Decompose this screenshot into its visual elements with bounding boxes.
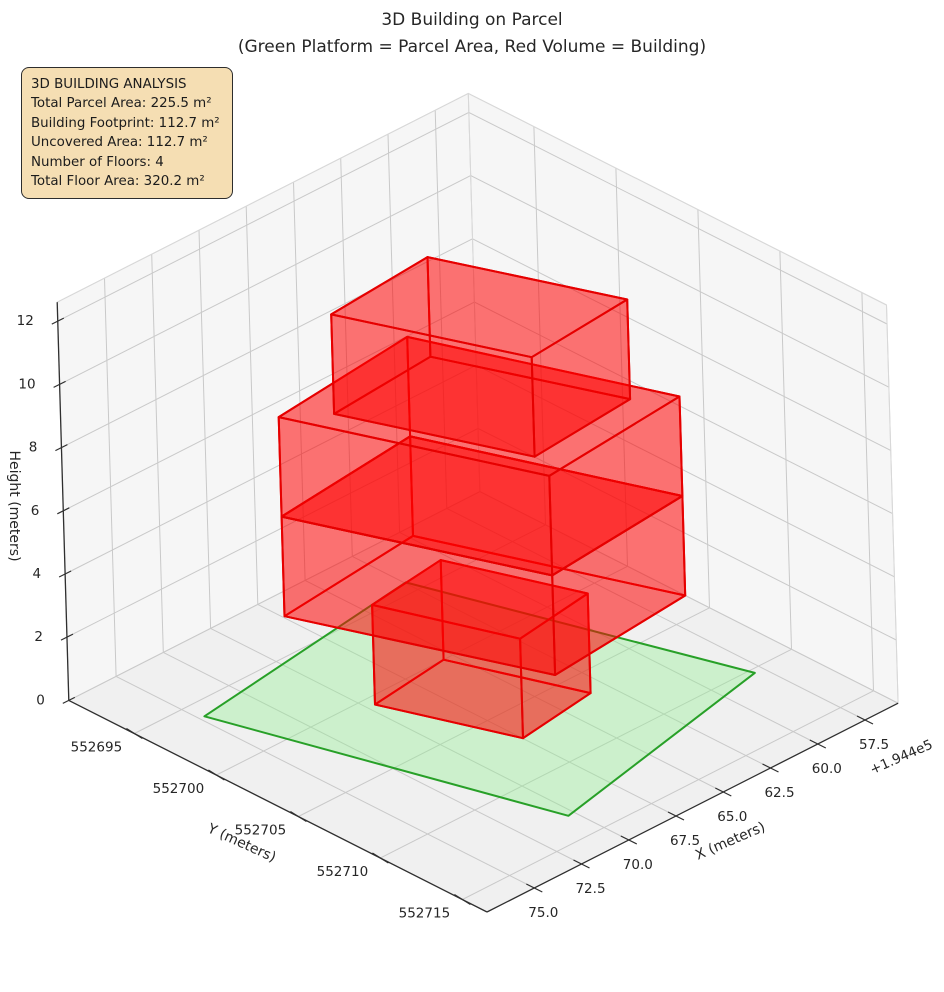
x-tick-label: 65.0 <box>717 809 747 825</box>
info-line: Total Parcel Area: 225.5 m² <box>31 96 212 112</box>
z-axis-label: Height (meters) <box>6 450 22 561</box>
z-tick-mark <box>53 380 66 388</box>
right-front-edge <box>886 304 899 704</box>
z-tick-mark <box>58 570 72 578</box>
x-tick-label: 67.5 <box>670 833 700 849</box>
x-tick-mark <box>715 787 732 797</box>
tick-marks-and-labels: 57.5 60.0 62.5 65.0 67.5 70.0 72.5 75.0 552695 55… <box>17 313 889 921</box>
z-tick-label: 6 <box>31 503 40 519</box>
building-floor-2 <box>280 435 687 676</box>
x-axis-spine <box>486 702 899 913</box>
z-tick-label: 12 <box>17 313 34 329</box>
x-tick-label: 75.0 <box>528 905 558 921</box>
building-floor-3 <box>277 335 684 577</box>
chart-subtitle: (Green Platform = Parcel Area, Red Volum… <box>237 36 707 57</box>
x-tick-mark <box>620 835 638 845</box>
y-tick-mark <box>454 893 471 906</box>
y-tick-mark <box>290 810 307 823</box>
x-axis-label: X (meters) <box>693 819 768 863</box>
y-tick-mark <box>126 727 143 740</box>
z-tick-label: 2 <box>34 629 43 645</box>
z-tick-mark <box>60 633 74 641</box>
info-line: Uncovered Area: 112.7 m² <box>31 135 208 151</box>
z-tick-mark <box>62 696 76 704</box>
info-line: Total Floor Area: 320.2 m² <box>31 174 205 190</box>
y-tick-label: 552715 <box>399 906 451 922</box>
building-floor-4 <box>330 256 632 458</box>
x-tick-mark <box>667 811 685 821</box>
building-face <box>530 298 632 458</box>
analysis-info-box: 3D BUILDING ANALYSIS Total Parcel Area: … <box>21 67 233 200</box>
x-tick-label: 60.0 <box>812 761 842 777</box>
x-tick-label: 57.5 <box>859 737 889 753</box>
y-tick-label: 552700 <box>153 781 205 797</box>
y-tick-label: 552695 <box>71 740 123 756</box>
z-tick-mark <box>55 444 68 452</box>
x-tick-label: 70.0 <box>623 857 653 873</box>
x-tick-mark <box>809 739 827 749</box>
y-tick-mark <box>372 852 389 864</box>
x-tick-label: 72.5 <box>575 881 605 897</box>
x-tick-mark <box>762 763 779 773</box>
z-tick-label: 8 <box>29 440 38 456</box>
y-tick-label: 552705 <box>235 823 287 839</box>
x-tick-mark <box>573 859 590 869</box>
grid-lines <box>56 92 899 900</box>
y-tick-label: 552710 <box>317 864 369 880</box>
x-tick-label: 62.5 <box>764 785 794 801</box>
x-tick-mark <box>856 715 874 725</box>
info-line: 3D BUILDING ANALYSIS <box>31 77 187 92</box>
chart-title-block: 3D Building on Parcel (Green Platform = … <box>0 7 944 60</box>
z-tick-label: 4 <box>33 566 42 582</box>
chart-title: 3D Building on Parcel <box>381 10 563 30</box>
z-tick-label: 10 <box>18 376 35 392</box>
back-corner-edge <box>467 93 481 492</box>
z-tick-label: 0 <box>36 692 45 708</box>
z-axis-spine <box>56 302 70 701</box>
z-tick-mark <box>51 317 65 325</box>
z-tick-mark <box>57 507 70 515</box>
info-line: Number of Floors: 4 <box>31 154 164 170</box>
y-tick-mark <box>208 769 225 781</box>
x-tick-mark <box>526 883 543 893</box>
building-face <box>548 395 684 577</box>
info-line: Building Footprint: 112.7 m² <box>31 115 220 131</box>
